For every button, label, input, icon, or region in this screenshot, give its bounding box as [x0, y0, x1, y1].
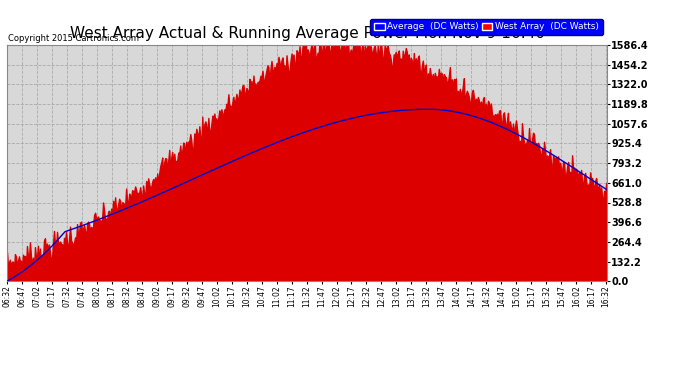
Title: West Array Actual & Running Average Power Mon Nov 9 16:40: West Array Actual & Running Average Powe… — [70, 26, 544, 41]
Text: Copyright 2015 Cartronics.com: Copyright 2015 Cartronics.com — [8, 34, 139, 43]
Legend: Average  (DC Watts), West Array  (DC Watts): Average (DC Watts), West Array (DC Watts… — [370, 19, 602, 35]
